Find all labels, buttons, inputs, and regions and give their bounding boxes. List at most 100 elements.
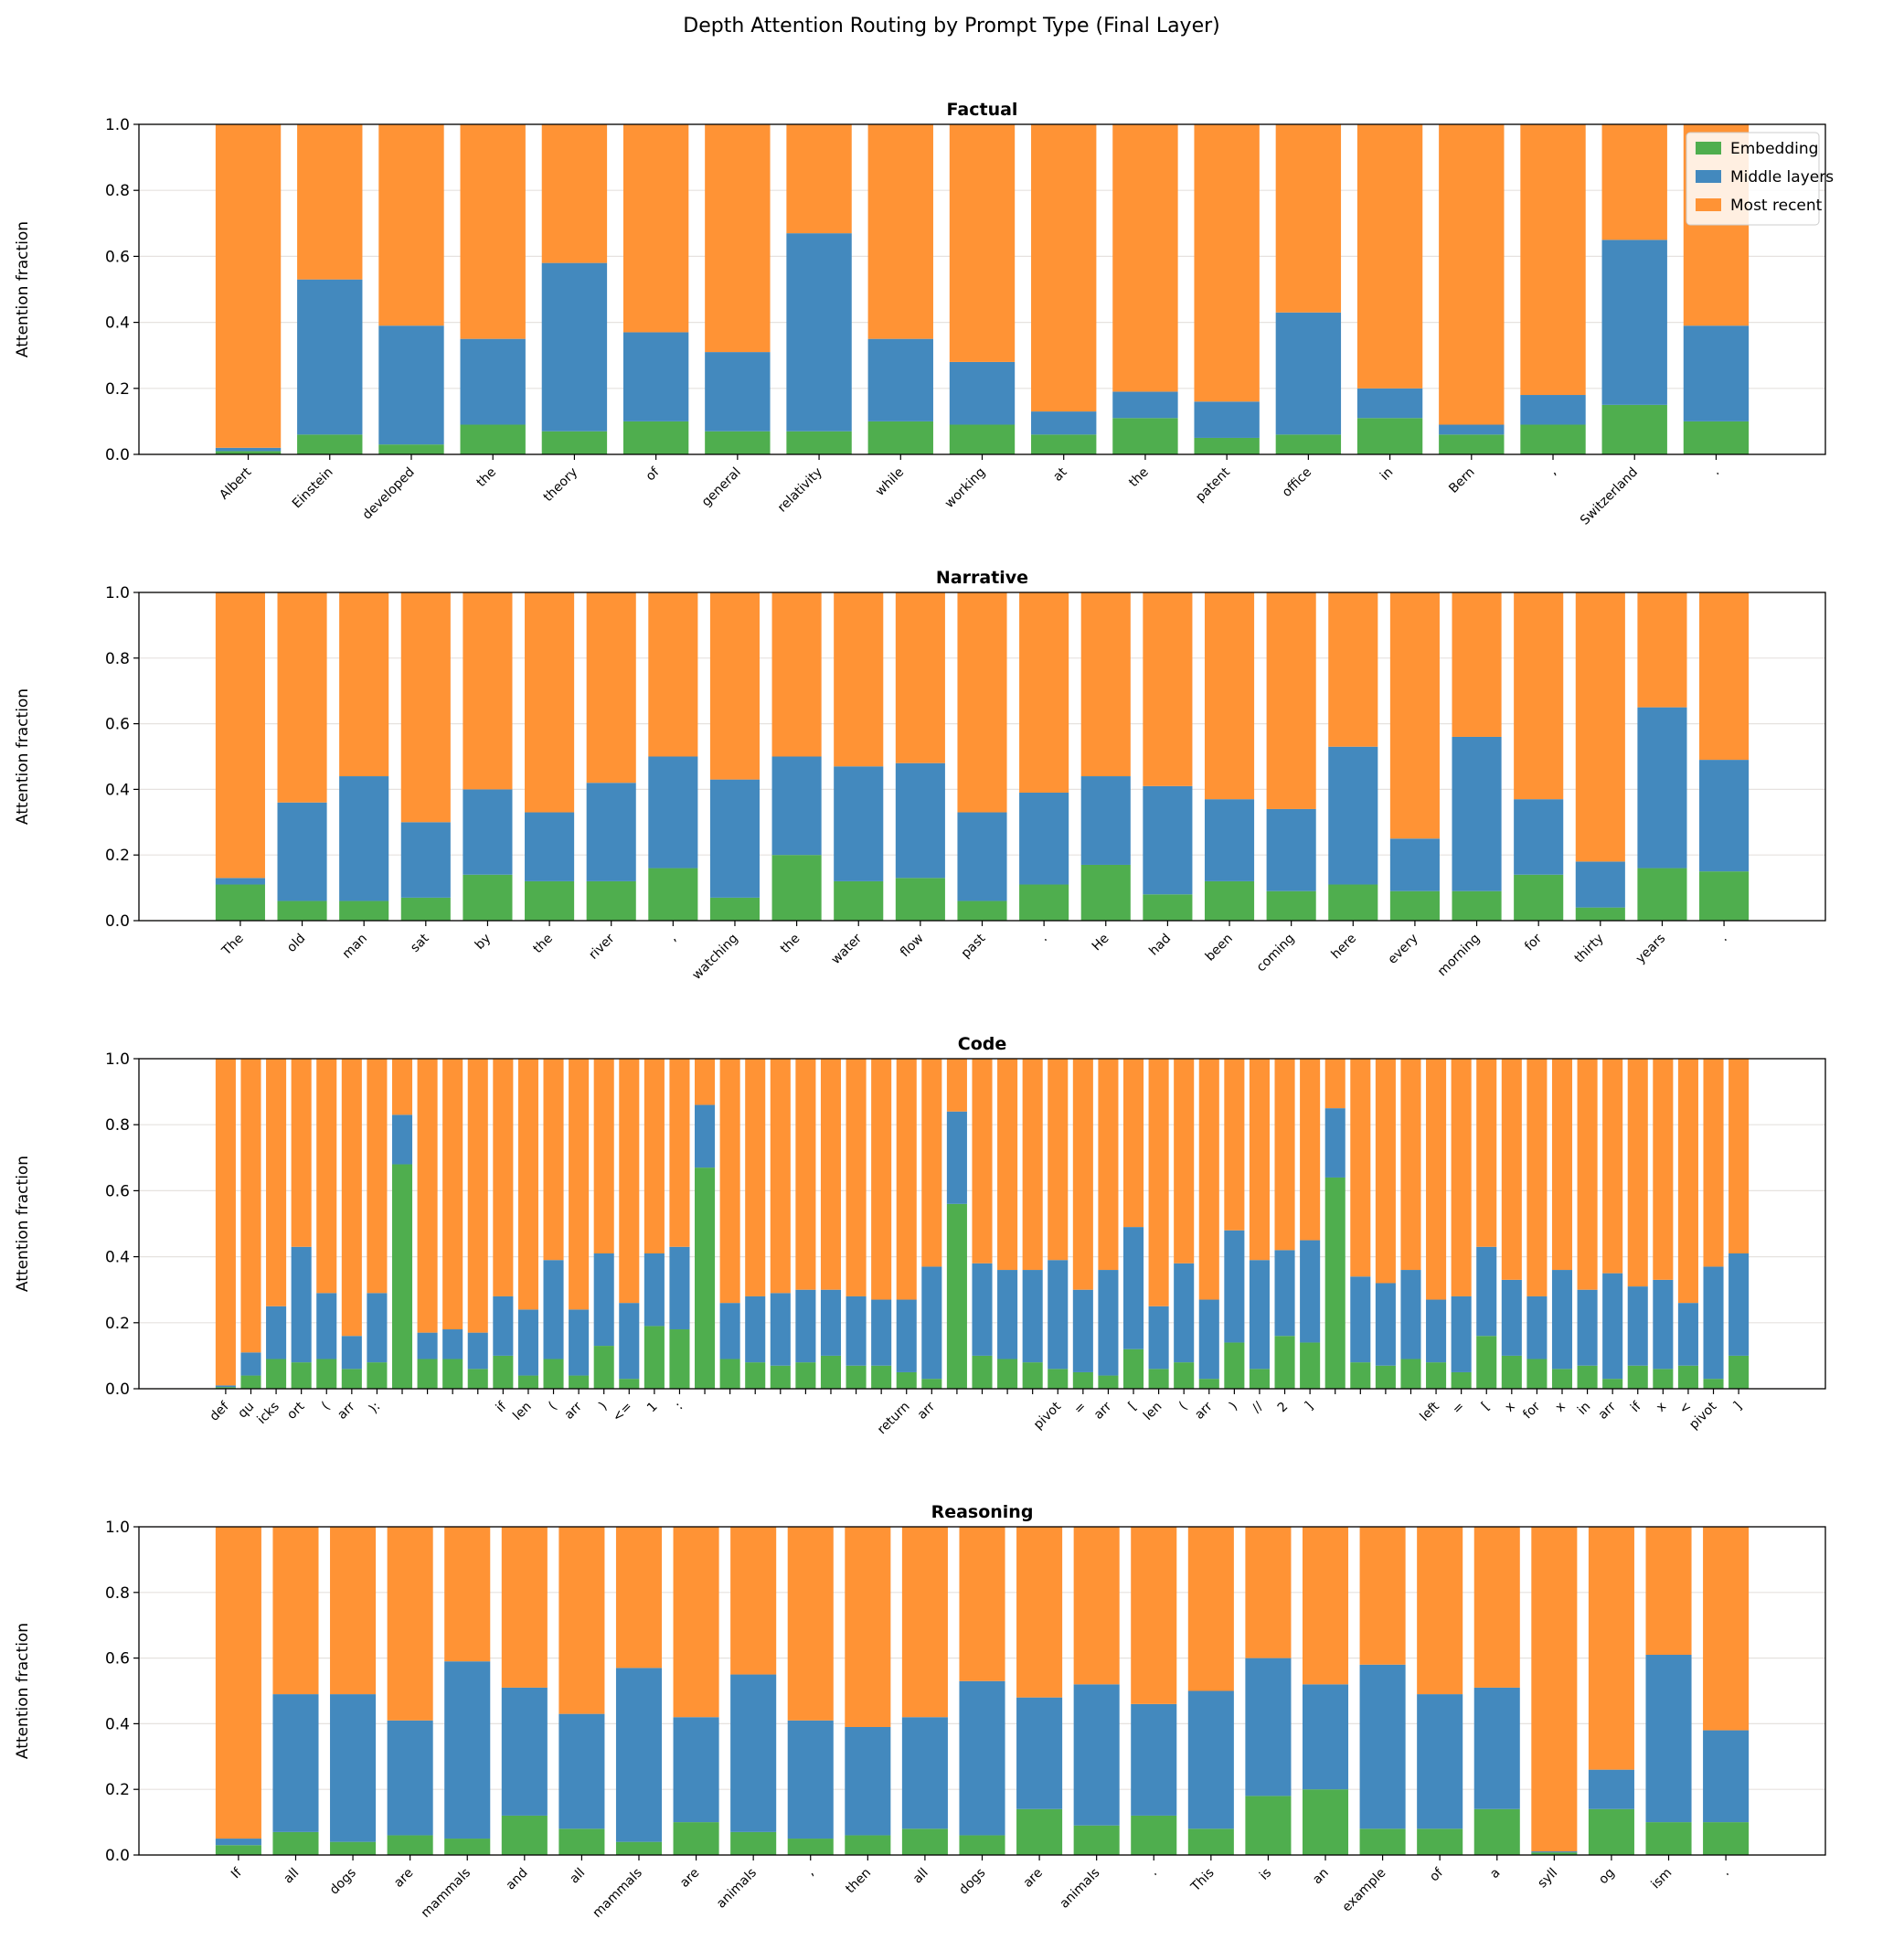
y-tick-label: 0.4 [105, 1249, 130, 1267]
bar-most-recent [1637, 592, 1687, 708]
bar-embedding [1022, 1362, 1043, 1389]
bar-most-recent [669, 1059, 690, 1247]
bar-most-recent [1703, 1527, 1750, 1731]
x-tick-label: qu [235, 1400, 257, 1422]
bar-most-recent [316, 1059, 337, 1294]
bar-middle-layers [972, 1263, 993, 1356]
bar-embedding [1048, 1369, 1069, 1389]
y-axis-label: Attention fraction [14, 221, 32, 357]
x-tick-label: ] [1731, 1400, 1745, 1413]
bar-most-recent [291, 1059, 312, 1247]
bar-middle-layers [1520, 395, 1586, 425]
bar-middle-layers [673, 1717, 719, 1823]
x-tick-label: the [1126, 465, 1152, 491]
bar-embedding [1266, 890, 1316, 921]
x-tick-label: mammals [590, 1866, 645, 1921]
bar-middle-layers [272, 1694, 319, 1832]
bar-embedding [1677, 1365, 1698, 1389]
bar-most-recent [1031, 124, 1097, 412]
bar-middle-layers [622, 332, 689, 421]
legend-label: Most recent [1730, 197, 1823, 215]
x-tick-label: watching [689, 932, 740, 983]
x-tick-label: [ [1479, 1400, 1493, 1413]
bar-middle-layers [1016, 1697, 1063, 1809]
bar-most-recent [1098, 1059, 1119, 1271]
bar-most-recent [501, 1527, 548, 1688]
bar-middle-layers [959, 1680, 1005, 1836]
bar-embedding [972, 1355, 993, 1389]
bar-middle-layers [1245, 1658, 1292, 1796]
bar-middle-layers [467, 1332, 488, 1370]
bar-middle-layers [1645, 1655, 1692, 1823]
bar-most-recent [400, 592, 451, 823]
bar-most-recent [1016, 1527, 1063, 1698]
x-tick-label: river [586, 931, 617, 962]
bar-middle-layers [339, 776, 389, 901]
x-tick-label: Albert [217, 464, 255, 503]
bar-most-recent [1072, 1059, 1093, 1290]
bar-most-recent [957, 592, 1007, 813]
bar-middle-layers [1375, 1283, 1396, 1366]
bar-most-recent [1627, 1059, 1648, 1287]
bar-embedding [1627, 1365, 1648, 1389]
bar-embedding [705, 431, 771, 454]
bar-most-recent [1275, 124, 1342, 313]
bar-most-recent [367, 1059, 388, 1294]
y-tick-label: 0.0 [105, 1847, 130, 1865]
bar-most-recent [705, 124, 771, 353]
bar-most-recent [240, 1059, 261, 1353]
bar-embedding [719, 1359, 740, 1389]
bar-embedding [1245, 1796, 1292, 1855]
y-tick-label: 1.0 [105, 1050, 130, 1069]
bar-most-recent [417, 1059, 438, 1333]
bar-embedding [1526, 1359, 1548, 1389]
bar-middle-layers [378, 325, 444, 445]
bar-most-recent [972, 1059, 993, 1263]
bar-most-recent [673, 1527, 719, 1718]
x-tick-label: x [1654, 1400, 1669, 1415]
y-tick-label: 0.8 [105, 182, 130, 200]
bar-middle-layers [820, 1289, 842, 1356]
bar-embedding [444, 1839, 491, 1855]
x-tick-label: , [666, 932, 679, 944]
x-tick-label: at [1050, 464, 1070, 485]
bar-middle-layers [1577, 1289, 1598, 1366]
x-tick-label: had [1146, 932, 1174, 959]
bar-embedding [1551, 1369, 1573, 1389]
bar-most-recent [558, 1527, 605, 1714]
bar-embedding [1637, 868, 1687, 921]
legend-label: Embedding [1730, 140, 1818, 158]
bar-middle-layers [949, 361, 1016, 425]
bar-embedding [391, 1164, 413, 1389]
bar-embedding [1359, 1828, 1406, 1855]
bar-most-recent [1601, 124, 1667, 240]
bar-middle-layers [501, 1687, 548, 1816]
x-tick-label: return [875, 1400, 913, 1438]
bar-embedding [1143, 894, 1193, 921]
bar-most-recent [895, 592, 945, 763]
bar-most-recent [1148, 1059, 1169, 1306]
x-tick-label: arr [562, 1399, 586, 1423]
x-tick-label: Bern [1446, 465, 1477, 496]
bar-middle-layers [901, 1717, 948, 1829]
x-tick-label: old [284, 932, 308, 955]
y-tick-label: 1.0 [105, 584, 130, 602]
bar-middle-layers [593, 1253, 614, 1347]
bar-most-recent [378, 124, 444, 326]
bar-most-recent [1198, 1059, 1219, 1300]
bar-most-recent [1588, 1527, 1634, 1770]
bar-middle-layers [1703, 1730, 1750, 1823]
bar-embedding [871, 1365, 892, 1389]
bar-embedding [1375, 1365, 1396, 1389]
bar-embedding [1194, 437, 1260, 454]
bar-middle-layers [1098, 1270, 1119, 1376]
x-tick-label: are [391, 1866, 416, 1891]
bar-most-recent [1577, 1059, 1598, 1290]
x-tick-label: are [677, 1866, 702, 1891]
bar-middle-layers [1080, 776, 1131, 865]
bar-middle-layers [705, 352, 771, 432]
bar-embedding [277, 901, 327, 921]
bar-middle-layers [1022, 1270, 1043, 1363]
x-tick-label: arr [1192, 1399, 1216, 1423]
